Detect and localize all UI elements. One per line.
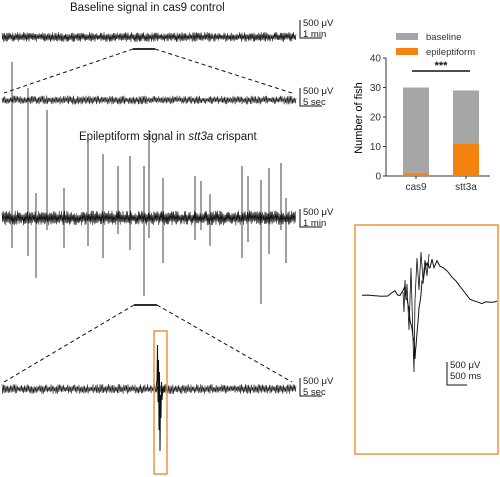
inset-spike-trace [361, 251, 498, 373]
baseline-trace-5sec [1, 95, 297, 105]
zoom-guides [3, 48, 293, 383]
inset-frame [354, 224, 499, 455]
scale-label-2: 500 μV 5 sec [303, 86, 333, 108]
legend-swatch-epileptiform [396, 48, 418, 55]
scale-time-1: 1 min [303, 29, 327, 40]
epileptiform-event [155, 344, 166, 452]
x-tick-label-cas9: cas9 [405, 182, 427, 193]
zoom-guide-top-right [154, 48, 293, 94]
chart-legend: baseline epileptiform [396, 32, 475, 58]
y-axis-label: Number of fish [353, 82, 365, 154]
legend-label-epileptiform: epileptiform [426, 47, 475, 58]
chart-bars [403, 87, 479, 176]
inset-waveform [361, 259, 498, 359]
bar-stt3a-epileptiform [453, 143, 479, 176]
scale-label-1: 500 μV 1 min [303, 18, 333, 40]
y-tick-label-20: 20 [370, 113, 382, 124]
epileptiform-title: Epileptiform signal in stt3a crispant [79, 131, 257, 143]
inset-spike-burst [402, 251, 430, 373]
scale-amp-1: 500 μV [303, 18, 334, 29]
legend-swatch-baseline [396, 33, 418, 40]
highlight-box-small [153, 330, 168, 475]
scale-bars [299, 20, 467, 397]
y-tick-label-30: 30 [370, 83, 382, 94]
scale-bar-2 [299, 88, 322, 107]
scale-amp-3: 500 μV [303, 207, 334, 218]
baseline-trace-1min [1, 31, 297, 43]
epileptiform-trace-5sec [1, 383, 297, 395]
x-tick-label-stt3a: stt3a [455, 182, 477, 193]
scale-label-4: 500 μV 5 sec [303, 376, 333, 398]
scale-time-4: 5 sec [303, 387, 326, 398]
baseline-title: Baseline signal in cas9 control [70, 2, 225, 14]
scale-amp-2: 500 μV [303, 86, 334, 97]
zoom-guide-bottom-left [3, 304, 135, 383]
y-tick-label-0: 0 [375, 172, 381, 183]
scale-label-3: 500 μV 1 min [303, 207, 333, 229]
scale-bar-inset [446, 362, 467, 386]
scale-amp-inset: 500 μV [450, 360, 481, 371]
legend-label-baseline: baseline [426, 32, 461, 43]
scale-amp-4: 500 μV [303, 376, 334, 387]
significance-marker: *** [412, 60, 470, 72]
significance-label: *** [435, 60, 449, 72]
stacked-bar-chart: Number of fish 0 10 20 30 40 cas9 stt3a baseli… [353, 32, 490, 193]
zoom-guide-top-left [3, 48, 134, 94]
scale-time-3: 1 min [303, 218, 327, 229]
scale-time-2: 5 sec [303, 97, 326, 108]
epileptiform-title-prefix: Epileptiform signal in [79, 131, 189, 143]
bar-cas9-epileptiform [403, 173, 429, 176]
y-tick-label-10: 10 [370, 142, 382, 153]
epileptiform-title-gene: stt3a [188, 131, 214, 143]
bar-stt3a-baseline [453, 90, 479, 144]
zoom-guide-bottom-right [156, 304, 293, 383]
epileptiform-title-suffix: crispant [213, 131, 257, 143]
scale-label-inset: 500 μV 500 ms [450, 360, 481, 382]
scale-bar-1 [299, 20, 322, 39]
scale-time-inset: 500 ms [450, 371, 482, 382]
scale-bar-4 [299, 378, 322, 397]
eeg-traces [1, 31, 297, 452]
bar-cas9-baseline [403, 87, 429, 174]
y-tick-label-40: 40 [370, 54, 382, 65]
scale-bar-3 [299, 209, 322, 228]
